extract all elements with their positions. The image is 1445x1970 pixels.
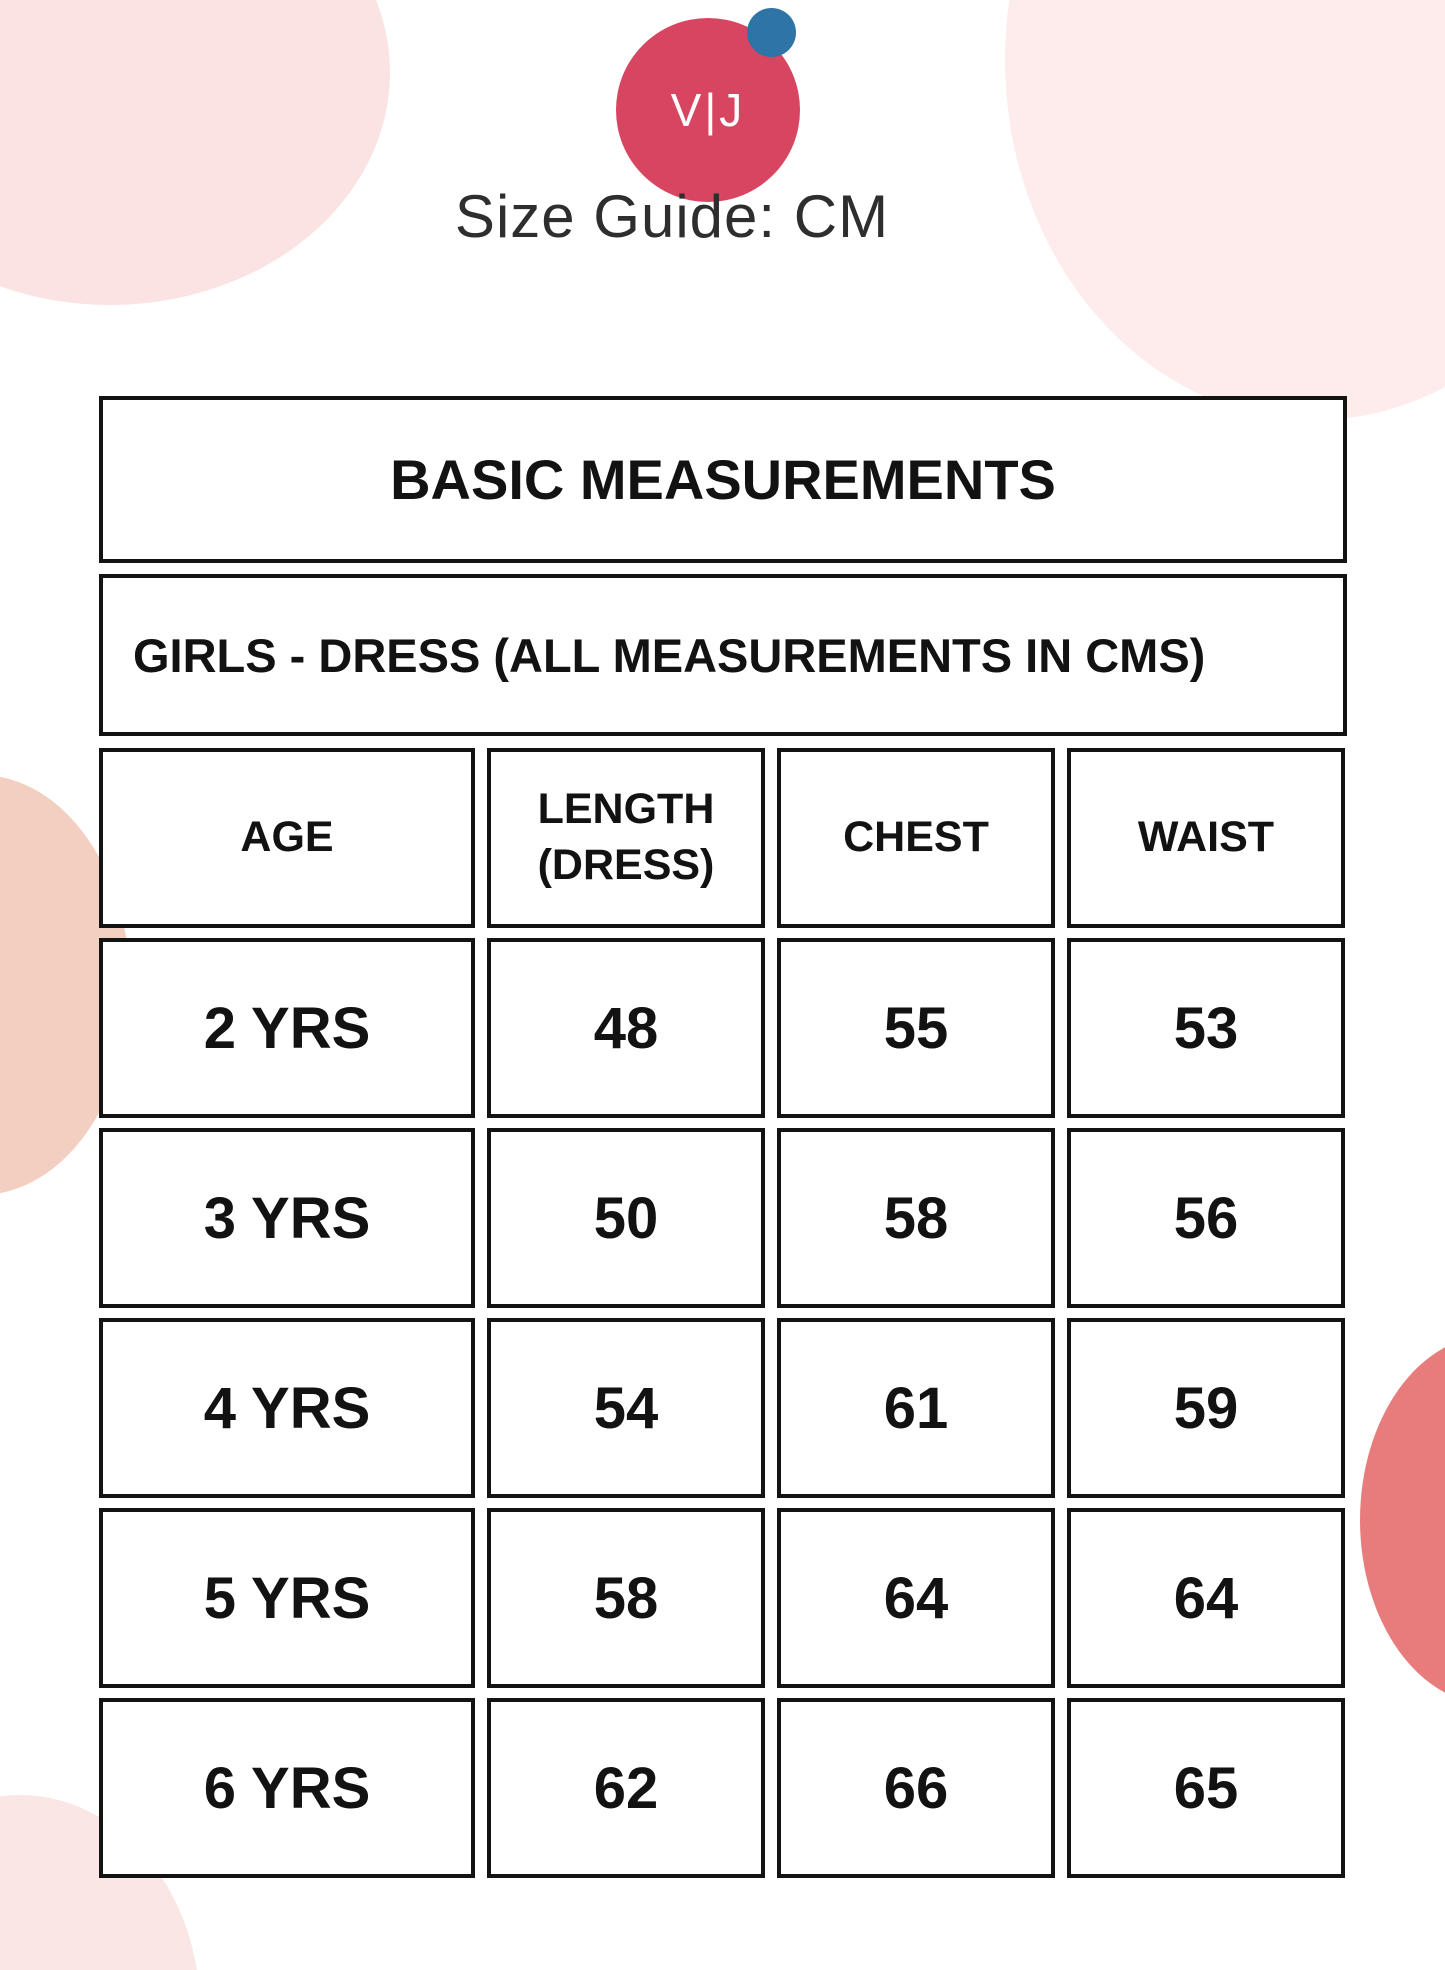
cell-value: 59 bbox=[1173, 1375, 1239, 1441]
cell-age-row4: 5 YRS bbox=[99, 1508, 475, 1688]
column-header-waist-label: WAIST bbox=[1137, 813, 1275, 862]
page-title: Size Guide: CM bbox=[454, 183, 890, 250]
cell-value: 3 YRS bbox=[203, 1185, 371, 1251]
decor-blob-top-left bbox=[0, 0, 390, 305]
cell-waist-row2: 56 bbox=[1067, 1128, 1345, 1308]
table-title-box: BASIC MEASUREMENTS bbox=[99, 396, 1347, 563]
column-header-age: AGE bbox=[99, 748, 475, 928]
cell-value: 48 bbox=[593, 995, 659, 1061]
cell-chest-row3: 61 bbox=[777, 1318, 1055, 1498]
column-header-age-label: AGE bbox=[240, 813, 334, 862]
decor-blob-right-middle bbox=[1360, 1335, 1445, 1705]
cell-chest-row5: 66 bbox=[777, 1698, 1055, 1878]
cell-value: 50 bbox=[593, 1185, 659, 1251]
cell-waist-row3: 59 bbox=[1067, 1318, 1345, 1498]
cell-value: 56 bbox=[1173, 1185, 1239, 1251]
table-subtitle-box: GIRLS - DRESS (ALL MEASUREMENTS IN CMS) bbox=[99, 574, 1347, 736]
cell-value: 54 bbox=[593, 1375, 659, 1441]
cell-age-row2: 3 YRS bbox=[99, 1128, 475, 1308]
column-header-waist: WAIST bbox=[1067, 748, 1345, 928]
table-title: BASIC MEASUREMENTS bbox=[390, 448, 1056, 511]
cell-chest-row2: 58 bbox=[777, 1128, 1055, 1308]
logo-monogram: V|J bbox=[670, 84, 746, 136]
cell-length-row2: 50 bbox=[487, 1128, 765, 1308]
cell-value: 65 bbox=[1173, 1755, 1239, 1821]
cell-chest-row1: 55 bbox=[777, 938, 1055, 1118]
cell-value: 5 YRS bbox=[203, 1565, 371, 1631]
cell-value: 6 YRS bbox=[203, 1755, 371, 1821]
cell-waist-row1: 53 bbox=[1067, 938, 1345, 1118]
cell-length-row5: 62 bbox=[487, 1698, 765, 1878]
cell-length-row3: 54 bbox=[487, 1318, 765, 1498]
column-header-length-dress: LENGTH (DRESS) bbox=[487, 748, 765, 928]
column-header-chest: CHEST bbox=[777, 748, 1055, 928]
cell-value: 53 bbox=[1173, 995, 1239, 1061]
cell-value: 4 YRS bbox=[203, 1375, 371, 1441]
cell-value: 61 bbox=[883, 1375, 949, 1441]
cell-age-row1: 2 YRS bbox=[99, 938, 475, 1118]
cell-value: 64 bbox=[1173, 1565, 1239, 1631]
cell-value: 64 bbox=[883, 1565, 949, 1631]
cell-value: 58 bbox=[883, 1185, 949, 1251]
cell-value: 66 bbox=[883, 1755, 949, 1821]
decor-blob-top-right bbox=[1005, 0, 1445, 420]
cell-length-row1: 48 bbox=[487, 938, 765, 1118]
cell-age-row3: 4 YRS bbox=[99, 1318, 475, 1498]
cell-value: 62 bbox=[593, 1755, 659, 1821]
table-subtitle: GIRLS - DRESS (ALL MEASUREMENTS IN CMS) bbox=[133, 628, 1206, 682]
logo-dot-icon bbox=[747, 8, 796, 57]
cell-age-row5: 6 YRS bbox=[99, 1698, 475, 1878]
cell-value: 55 bbox=[883, 995, 949, 1061]
column-header-chest-label: CHEST bbox=[843, 813, 989, 862]
cell-waist-row4: 64 bbox=[1067, 1508, 1345, 1688]
cell-value: 58 bbox=[593, 1565, 659, 1631]
cell-chest-row4: 64 bbox=[777, 1508, 1055, 1688]
column-header-length-label: LENGTH (DRESS) bbox=[537, 785, 715, 889]
cell-value: 2 YRS bbox=[203, 995, 371, 1061]
cell-length-row4: 58 bbox=[487, 1508, 765, 1688]
cell-waist-row5: 65 bbox=[1067, 1698, 1345, 1878]
